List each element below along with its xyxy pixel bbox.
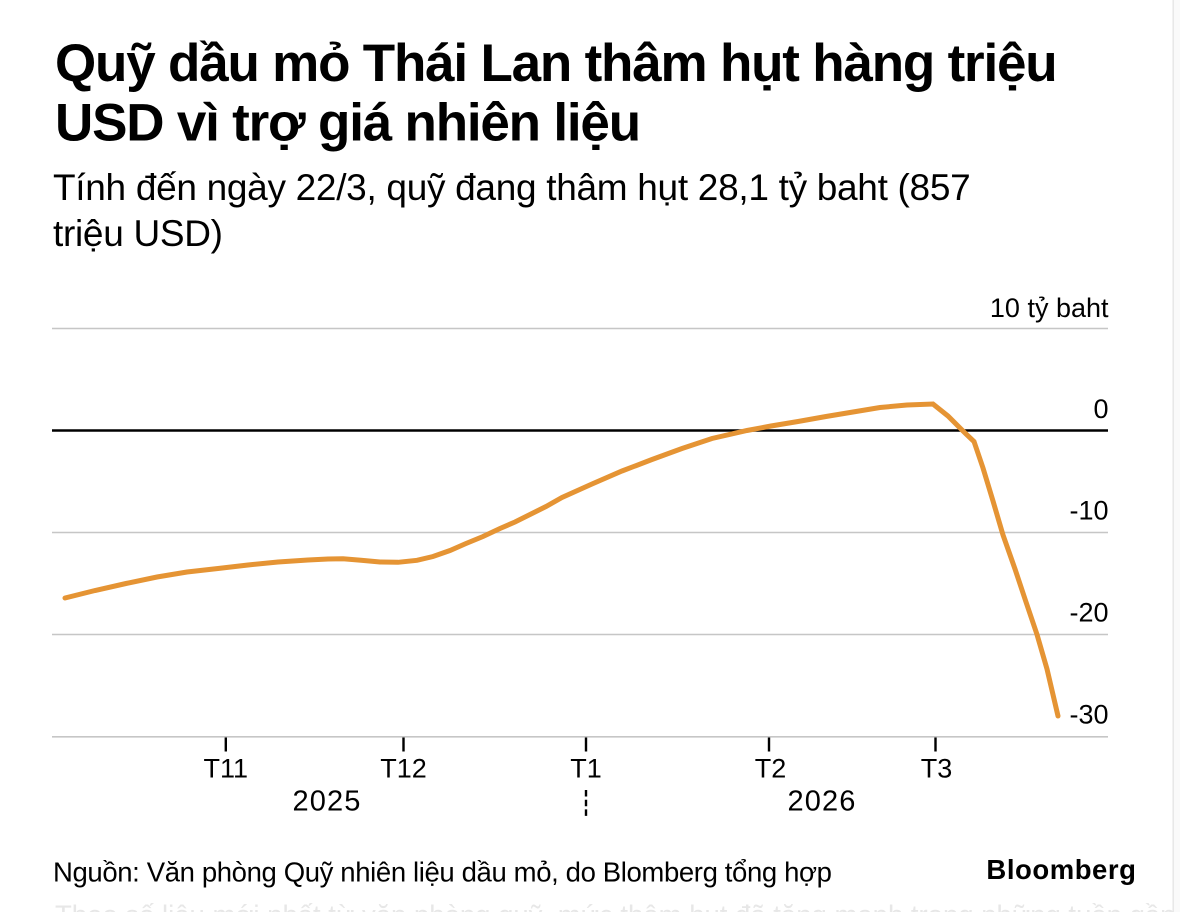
svg-text:T12: T12 bbox=[380, 754, 427, 784]
svg-text:0: 0 bbox=[1093, 394, 1108, 424]
svg-text:T2: T2 bbox=[755, 754, 787, 784]
svg-text:-10: -10 bbox=[1069, 496, 1108, 526]
svg-text:T1: T1 bbox=[570, 754, 602, 784]
svg-text:T11: T11 bbox=[204, 754, 249, 784]
svg-text:Quỹ dầu mỏ Thái Lan thâm hụt h: Quỹ dầu mỏ Thái Lan thâm hụt hàng triệu bbox=[55, 34, 1056, 93]
svg-text:T3: T3 bbox=[921, 754, 953, 784]
svg-text:triệu USD): triệu USD) bbox=[53, 213, 223, 254]
svg-text:2026: 2026 bbox=[788, 786, 857, 818]
svg-text:10 tỷ baht: 10 tỷ baht bbox=[990, 293, 1109, 323]
svg-text:Bloomberg: Bloomberg bbox=[986, 854, 1136, 885]
svg-text:USD vì trợ giá nhiên liệu: USD vì trợ giá nhiên liệu bbox=[55, 94, 640, 153]
svg-text:Nguồn: Văn phòng Quỹ nhiên liệ: Nguồn: Văn phòng Quỹ nhiên liệu dầu mỏ, … bbox=[53, 857, 832, 888]
svg-text:Theo số liệu mới nhất từ văn p: Theo số liệu mới nhất từ văn phòng quỹ, … bbox=[55, 900, 1180, 912]
svg-text:Tính đến ngày 22/3, quỹ đang t: Tính đến ngày 22/3, quỹ đang thâm hụt 28… bbox=[53, 167, 970, 208]
svg-text:-20: -20 bbox=[1069, 598, 1108, 628]
svg-text:2025: 2025 bbox=[293, 786, 362, 818]
svg-text:-30: -30 bbox=[1069, 700, 1108, 730]
